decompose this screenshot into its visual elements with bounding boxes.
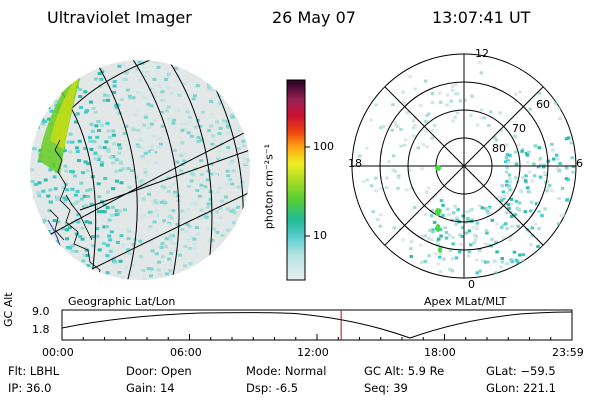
status-dsp: Dsp: -6.5 — [246, 381, 299, 395]
mlt-label-18: 18 — [348, 157, 362, 170]
polar-plot-panel — [351, 53, 577, 279]
timeline-y-tick-high: 9.0 — [32, 305, 50, 318]
timeline-x-tick-1800: 18:00 — [424, 346, 456, 359]
orbit-timeline — [61, 309, 573, 341]
status-door: Door: Open — [126, 364, 192, 378]
polar-grid — [352, 54, 576, 278]
colorbar-label-10: 10 — [313, 229, 327, 242]
mlt-label-0: 0 — [468, 278, 475, 291]
mlt-label-6: 6 — [576, 157, 583, 170]
polar-emission-speckle — [357, 60, 576, 275]
status-ip: IP: 36.0 — [8, 381, 52, 395]
status-gc-alt: GC Alt: 5.9 Re — [364, 364, 445, 378]
coastline — [49, 139, 101, 280]
geo-panel-label: Geographic Lat/Lon — [68, 295, 176, 308]
timeline-y-axis-label: GC Alt — [2, 292, 15, 327]
colorbar-label-100: 100 — [313, 140, 334, 153]
colorbar — [286, 79, 310, 281]
polar-bright-spots — [435, 165, 442, 253]
timeline-x-tick-0000: 00:00 — [42, 346, 74, 359]
timeline-x-tick-0600: 06:00 — [170, 346, 202, 359]
aurora-limb-core — [50, 72, 80, 150]
timeline-x-tick-1200: 12:00 — [297, 346, 329, 359]
mlt-label-12: 12 — [475, 47, 489, 60]
time-label: 13:07:41 UT — [432, 8, 531, 27]
colorbar-unit-label: photon cm⁻²s⁻¹ — [262, 143, 276, 230]
timeline-x-tick-2359: 23:59 — [552, 346, 584, 359]
timeline-y-tick-low: 1.8 — [32, 323, 50, 336]
lat-label-70: 70 — [512, 122, 526, 135]
status-glat: GLat: −59.5 — [486, 364, 556, 378]
polar-panel-label: Apex MLat/MLT — [424, 295, 507, 308]
status-seq: Seq: 39 — [364, 381, 408, 395]
date-label: 26 May 07 — [272, 8, 356, 27]
lat-label-80: 80 — [492, 142, 506, 155]
status-filter: Flt: LBHL — [8, 364, 60, 378]
timeline-x-ticks — [61, 334, 573, 340]
geographic-image-panel — [30, 60, 250, 280]
status-glon: GLon: 221.1 — [486, 381, 556, 395]
colorbar-ramp — [286, 79, 306, 281]
status-gain: Gain: 14 — [126, 381, 175, 395]
lat-label-60: 60 — [536, 98, 550, 111]
instrument-title: Ultraviolet Imager — [47, 8, 192, 27]
status-mode: Mode: Normal — [246, 364, 327, 378]
altitude-curve — [61, 311, 573, 339]
